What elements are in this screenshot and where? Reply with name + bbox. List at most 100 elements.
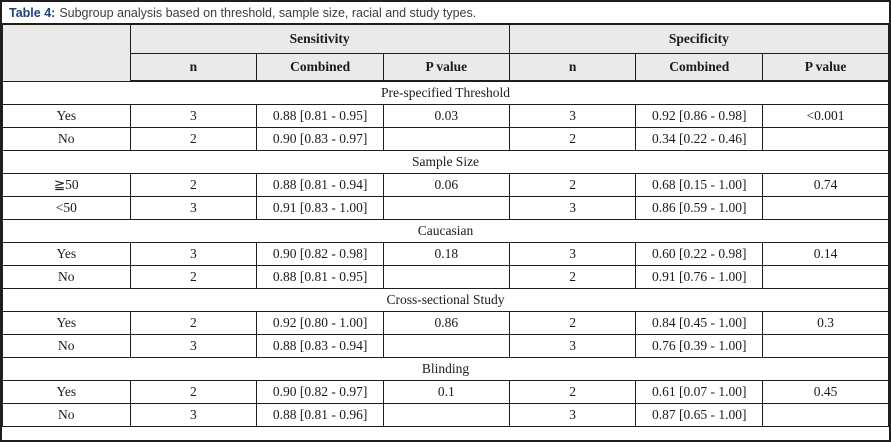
section-label: Blinding bbox=[2, 356, 889, 381]
spec-combined-value: 0.87 [0.65 - 1.00] bbox=[635, 402, 764, 427]
table-caption-text: Subgroup analysis based on threshold, sa… bbox=[59, 5, 477, 20]
sens-p-value: 0.03 bbox=[382, 103, 510, 128]
sens-p-value bbox=[382, 333, 510, 358]
spec-p-value bbox=[762, 195, 889, 220]
spec-combined-value: 0.86 [0.59 - 1.00] bbox=[635, 195, 764, 220]
spec-combined-value: 0.84 [0.45 - 1.00] bbox=[635, 310, 764, 335]
sens-combined-value: 0.90 [0.83 - 0.97] bbox=[256, 126, 384, 151]
spec-p-value: 0.3 bbox=[762, 310, 889, 335]
sens-n-value: 2 bbox=[129, 126, 258, 151]
spec-combined-value: 0.34 [0.22 - 0.46] bbox=[635, 126, 764, 151]
table-caption: Table 4: Subgroup analysis based on thre… bbox=[2, 2, 889, 24]
spec-n-value: 3 bbox=[508, 402, 637, 427]
section-label: Pre-specified Threshold bbox=[2, 80, 889, 105]
spec-p-value bbox=[762, 126, 889, 151]
sens-combined-value: 0.88 [0.81 - 0.96] bbox=[256, 402, 384, 427]
spec-n-value: 3 bbox=[508, 241, 637, 266]
section-row: Cross-sectional Study bbox=[2, 287, 889, 312]
sens-n-value: 2 bbox=[129, 264, 258, 289]
sens-combined-value: 0.88 [0.81 - 0.94] bbox=[256, 172, 384, 197]
spec-n-value: 3 bbox=[508, 195, 637, 220]
row-label: No bbox=[2, 126, 131, 151]
row-label: No bbox=[2, 402, 131, 427]
corner-header-cell bbox=[2, 24, 131, 82]
data-row: Yes 2 0.90 [0.82 - 0.97] 0.1 2 0.61 [0.07 - 1… bbox=[2, 379, 889, 404]
group-header-row: Sensitivity Specificity bbox=[2, 24, 890, 82]
section-row: Blinding bbox=[2, 356, 889, 381]
sens-n-value: 3 bbox=[129, 241, 258, 266]
section-row: Pre-specified Threshold bbox=[2, 80, 889, 105]
spec-n-value: 2 bbox=[508, 126, 637, 151]
table-caption-number: Table 4: bbox=[9, 5, 56, 20]
sens-combined-value: 0.90 [0.82 - 0.98] bbox=[256, 241, 384, 266]
spec-n-value: 2 bbox=[508, 379, 637, 404]
col-header-sens-combined: Combined bbox=[256, 53, 384, 82]
group-header-specificity: Specificity bbox=[508, 24, 890, 54]
sens-n-value: 3 bbox=[129, 402, 258, 427]
col-header-sens-pvalue: P value bbox=[382, 53, 510, 82]
data-row: <50 3 0.91 [0.83 - 1.00] 3 0.86 [0.59 - 1.00… bbox=[2, 195, 889, 220]
spec-combined-value: 0.91 [0.76 - 1.00] bbox=[635, 264, 764, 289]
col-header-spec-combined: Combined bbox=[635, 53, 764, 82]
sens-p-value: 0.1 bbox=[382, 379, 510, 404]
data-row: Yes 3 0.88 [0.81 - 0.95] 0.03 3 0.92 [0.86 - … bbox=[2, 103, 889, 128]
spec-p-value bbox=[762, 264, 889, 289]
spec-combined-value: 0.68 [0.15 - 1.00] bbox=[635, 172, 764, 197]
table-body: Pre-specified Threshold Yes 3 0.88 [0.81 - … bbox=[2, 80, 889, 427]
row-label: <50 bbox=[2, 195, 131, 220]
row-label: No bbox=[2, 333, 131, 358]
spec-p-value: <0.001 bbox=[762, 103, 889, 128]
spec-n-value: 3 bbox=[508, 333, 637, 358]
section-row: Caucasian bbox=[2, 218, 889, 243]
sens-n-value: 3 bbox=[129, 333, 258, 358]
data-row: No 3 0.88 [0.83 - 0.94] 3 0.76 [0.39 - 1.00] bbox=[2, 333, 889, 358]
sens-combined-value: 0.88 [0.83 - 0.94] bbox=[256, 333, 384, 358]
sens-n-value: 3 bbox=[129, 103, 258, 128]
spec-combined-value: 0.60 [0.22 - 0.98] bbox=[635, 241, 764, 266]
sens-p-value bbox=[382, 126, 510, 151]
sens-n-value: 2 bbox=[129, 379, 258, 404]
sens-n-value: 3 bbox=[129, 195, 258, 220]
data-row: No 2 0.90 [0.83 - 0.97] 2 0.34 [0.22 - 0.46] bbox=[2, 126, 889, 151]
spec-combined-value: 0.92 [0.86 - 0.98] bbox=[635, 103, 764, 128]
col-header-spec-n: n bbox=[508, 53, 637, 82]
data-row: No 3 0.88 [0.81 - 0.96] 3 0.87 [0.65 - 1.00] bbox=[2, 402, 889, 427]
data-row: Yes 3 0.90 [0.82 - 0.98] 0.18 3 0.60 [0.22 - … bbox=[2, 241, 889, 266]
spec-n-value: 2 bbox=[508, 264, 637, 289]
spec-n-value: 3 bbox=[508, 103, 637, 128]
group-header-sensitivity: Sensitivity bbox=[129, 24, 510, 54]
spec-n-value: 2 bbox=[508, 310, 637, 335]
sens-p-value bbox=[382, 264, 510, 289]
section-label: Cross-sectional Study bbox=[2, 287, 889, 312]
spec-p-value bbox=[762, 333, 889, 358]
sens-combined-value: 0.91 [0.83 - 1.00] bbox=[256, 195, 384, 220]
row-label: Yes bbox=[2, 310, 131, 335]
subgroup-analysis-table: Sensitivity Specificity n Combined P val… bbox=[2, 24, 890, 427]
col-header-sens-n: n bbox=[129, 53, 258, 82]
sens-n-value: 2 bbox=[129, 172, 258, 197]
data-row: ≧50 2 0.88 [0.81 - 0.94] 0.06 2 0.68 [0.15 - … bbox=[2, 172, 889, 197]
spec-p-value: 0.74 bbox=[762, 172, 889, 197]
spec-p-value bbox=[762, 402, 889, 427]
data-row: No 2 0.88 [0.81 - 0.95] 2 0.91 [0.76 - 1.00] bbox=[2, 264, 889, 289]
data-row: Yes 2 0.92 [0.80 - 1.00] 0.86 2 0.84 [0.45 - … bbox=[2, 310, 889, 335]
spec-combined-value: 0.61 [0.07 - 1.00] bbox=[635, 379, 764, 404]
section-label: Sample Size bbox=[2, 149, 889, 174]
sens-p-value: 0.86 bbox=[382, 310, 510, 335]
section-row: Sample Size bbox=[2, 149, 889, 174]
spec-combined-value: 0.76 [0.39 - 1.00] bbox=[635, 333, 764, 358]
sens-n-value: 2 bbox=[129, 310, 258, 335]
row-label: ≧50 bbox=[2, 172, 131, 197]
sens-p-value bbox=[382, 402, 510, 427]
sens-p-value: 0.06 bbox=[382, 172, 510, 197]
spec-p-value: 0.45 bbox=[762, 379, 889, 404]
row-label: No bbox=[2, 264, 131, 289]
sens-p-value: 0.18 bbox=[382, 241, 510, 266]
row-label: Yes bbox=[2, 103, 131, 128]
sens-combined-value: 0.92 [0.80 - 1.00] bbox=[256, 310, 384, 335]
row-label: Yes bbox=[2, 241, 131, 266]
section-label: Caucasian bbox=[2, 218, 889, 243]
sub-header-row: n Combined P value n Combined P value bbox=[3, 53, 889, 82]
col-header-spec-pvalue: P value bbox=[762, 53, 889, 82]
